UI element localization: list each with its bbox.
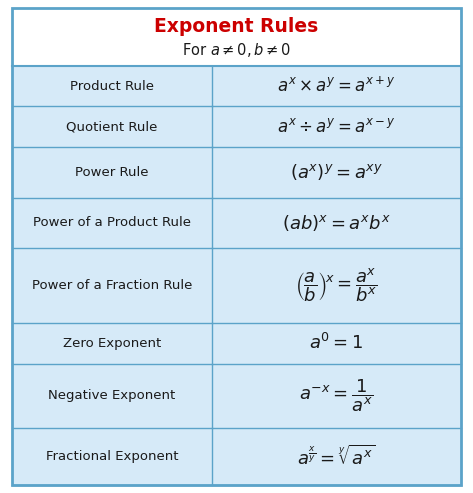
Text: $\left(ab\right)^x = a^x b^x$: $\left(ab\right)^x = a^x b^x$ [282, 213, 391, 233]
Bar [12, 66, 461, 106]
Text: $a^{\frac{x}{y}} = \sqrt[y]{a^x}$: $a^{\frac{x}{y}} = \sqrt[y]{a^x}$ [297, 445, 376, 469]
Bar [12, 198, 461, 248]
Bar [12, 147, 461, 198]
Text: Power of a Fraction Rule: Power of a Fraction Rule [32, 279, 192, 292]
Text: $a^0 = 1$: $a^0 = 1$ [309, 333, 364, 353]
Bar [12, 106, 461, 147]
Text: For $a \neq 0, b \neq 0$: For $a \neq 0, b \neq 0$ [182, 41, 291, 59]
Text: Quotient Rule: Quotient Rule [66, 120, 158, 133]
Text: Zero Exponent: Zero Exponent [63, 337, 161, 350]
Text: Power Rule: Power Rule [75, 166, 149, 179]
Bar [12, 248, 461, 323]
Bar [12, 428, 461, 485]
Text: $\left(\dfrac{a}{b}\right)^{\!x} = \dfrac{a^x}{b^x}$: $\left(\dfrac{a}{b}\right)^{\!x} = \dfra… [295, 267, 378, 305]
Text: Power of a Product Rule: Power of a Product Rule [33, 216, 191, 229]
Text: $a^{-x} = \dfrac{1}{a^x}$: $a^{-x} = \dfrac{1}{a^x}$ [299, 378, 374, 414]
Bar [12, 323, 461, 363]
Text: Exponent Rules: Exponent Rules [154, 16, 319, 35]
Text: Product Rule: Product Rule [70, 80, 154, 93]
Bar [12, 8, 461, 66]
Text: Fractional Exponent: Fractional Exponent [46, 450, 178, 463]
Text: $\left(a^x\right)^y = a^{xy}$: $\left(a^x\right)^y = a^{xy}$ [290, 162, 383, 182]
Text: $a^x \div a^y = a^{x-y}$: $a^x \div a^y = a^{x-y}$ [277, 118, 396, 136]
Bar [12, 363, 461, 428]
Text: $a^x \times a^y = a^{x+y}$: $a^x \times a^y = a^{x+y}$ [277, 76, 396, 96]
Text: Negative Exponent: Negative Exponent [48, 389, 175, 402]
